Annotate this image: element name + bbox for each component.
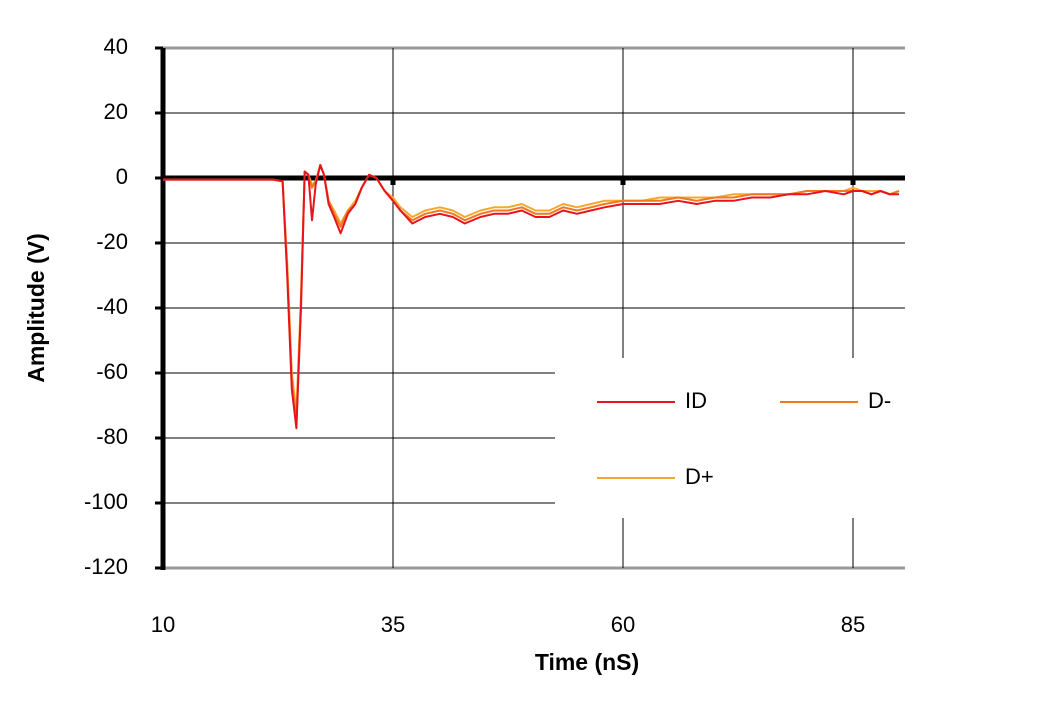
y-tick-label: 20 [104,99,128,124]
y-tick-label: 0 [116,164,128,189]
legend-box [555,358,905,518]
legend-label: ID [685,388,707,413]
y-axis-title: Amplitude (V) [23,233,49,383]
y-tick-label: -60 [96,359,128,384]
x-tick-label: 60 [611,612,635,637]
y-tick-label: -40 [96,294,128,319]
x-tick-label: 85 [841,612,865,637]
x-tick-label: 10 [151,612,175,637]
legend-label: D+ [685,464,714,489]
y-tick-label: -20 [96,229,128,254]
x-tick-label: 35 [381,612,405,637]
series-line [163,164,899,430]
y-tick-label: 40 [104,34,128,59]
y-tick-label: -100 [84,489,128,514]
legend-label: D- [868,388,891,413]
y-tick-label: -80 [96,424,128,449]
y-tick-label: -120 [84,554,128,579]
x-axis-title: Time (nS) [535,649,639,675]
